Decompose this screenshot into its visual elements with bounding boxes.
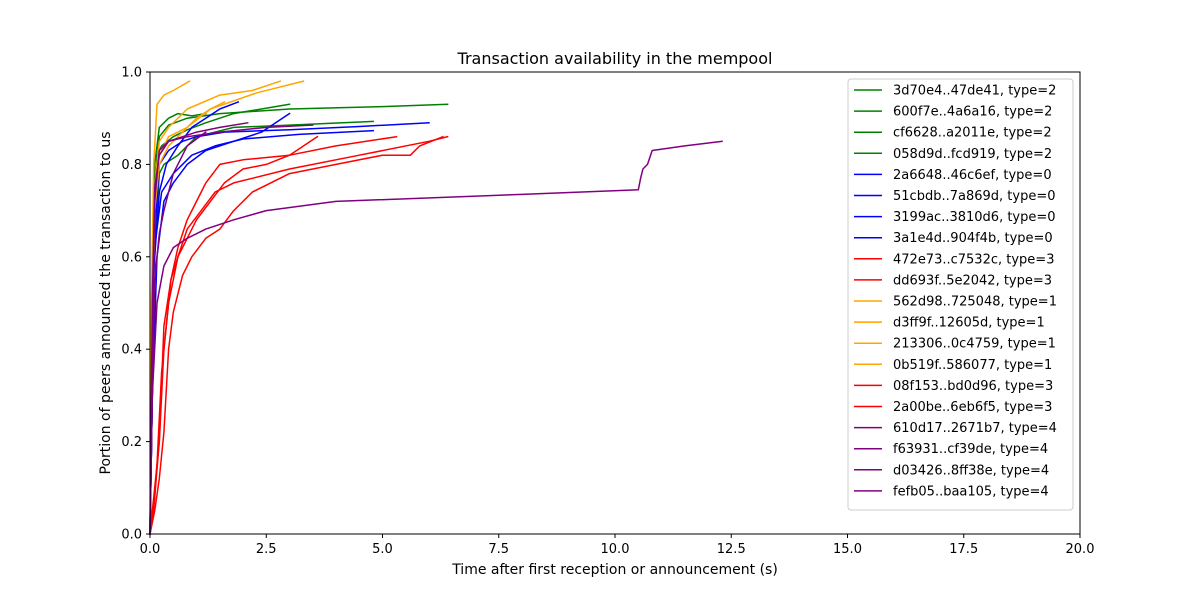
legend-entry-label: 0b519f..586077, type=1	[893, 358, 1052, 373]
y-tick-label: 0.6	[121, 250, 142, 265]
legend-entry-label: 610d17..2671b7, type=4	[893, 421, 1057, 436]
y-tick-label: 0.8	[121, 158, 142, 173]
series-line-15	[149, 135, 444, 535]
x-tick-label: 15.0	[833, 542, 862, 557]
x-tick-label: 20.0	[1066, 542, 1095, 557]
legend-entry-label: 3a1e4d..904f4b, type=0	[893, 231, 1053, 246]
legend-entry-label: 058d9d..fcd919, type=2	[893, 147, 1052, 162]
legend-entry-label: 213306..0c4759, type=1	[893, 337, 1056, 352]
legend-entry-label: d03426..8ff38e, type=4	[893, 463, 1049, 478]
series-lines	[149, 80, 723, 535]
x-tick-label: 7.5	[488, 542, 509, 557]
legend-entry-label: 2a00be..6eb6f5, type=3	[893, 400, 1052, 415]
x-tick-label: 12.5	[717, 542, 746, 557]
series-line-19	[149, 124, 314, 535]
legend-entry-label: d3ff9f..12605d, type=1	[893, 316, 1045, 331]
y-tick-label: 0.4	[121, 343, 142, 358]
x-axis: 0.0 2.5 5.0 7.5 10.0 12.5 15.0 17.5 20.0	[140, 534, 1095, 557]
legend-entry-label: fefb05..baa105, type=4	[893, 484, 1049, 499]
series-line-9	[149, 135, 449, 535]
legend-entry-label: 08f153..bd0d96, type=3	[893, 379, 1053, 394]
y-axis: 0.0 0.2 0.4 0.6 0.8 1.0	[121, 66, 150, 543]
series-line-4	[149, 112, 291, 535]
legend-entry-label: dd693f..5e2042, type=3	[893, 273, 1052, 288]
x-tick-label: 5.0	[372, 542, 393, 557]
legend: 3d70e4..47de41, type=2 600f7e..4a6a16, ty…	[847, 78, 1074, 511]
y-tick-label: 0.2	[121, 435, 142, 450]
legend-box	[847, 78, 1074, 511]
legend-entry-label: 51cbdb..7a869d, type=0	[893, 189, 1055, 204]
x-tick-label: 10.0	[601, 542, 630, 557]
legend-entry-label: 2a6648..46c6ef, type=0	[893, 168, 1052, 183]
legend-entry-label: 472e73..c7532c, type=3	[893, 252, 1054, 267]
legend-entry-label: 3d70e4..47de41, type=2	[893, 84, 1056, 99]
y-tick-label: 1.0	[121, 66, 142, 81]
x-tick-label: 2.5	[256, 542, 277, 557]
legend-entry-label: 562d98..725048, type=1	[893, 295, 1057, 310]
y-axis-label: Portion of peers announced the transacti…	[98, 131, 114, 474]
x-tick-label: 17.5	[949, 542, 978, 557]
x-tick-label: 0.0	[140, 542, 161, 557]
legend-entry-label: cf6628..a2011e, type=2	[893, 126, 1052, 141]
chart-title: Transaction availability in the mempool	[457, 49, 773, 68]
series-line-10	[149, 80, 191, 535]
legend-entry-label: f63931..cf39de, type=4	[893, 442, 1048, 457]
y-tick-label: 0.0	[121, 528, 142, 543]
series-line-16	[149, 140, 723, 535]
legend-entry-label: 600f7e..4a6a16, type=2	[893, 105, 1052, 120]
series-line-14	[149, 135, 319, 535]
x-axis-label: Time after first reception or announceme…	[451, 562, 778, 578]
legend-entry-label: 3199ac..3810d6, type=0	[893, 210, 1056, 225]
